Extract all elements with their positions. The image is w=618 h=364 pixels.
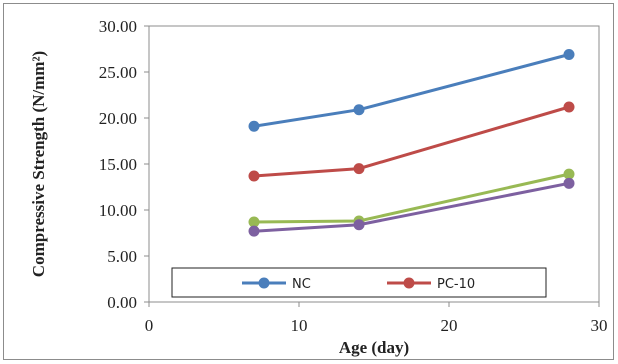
legend-label: NC [292, 277, 311, 292]
data-point [248, 120, 260, 132]
y-tick-label: 30.00 [99, 17, 137, 36]
y-tick-label: 5.00 [107, 247, 137, 266]
series-1 [248, 49, 575, 132]
line-chart: 0.00 5.00 10.00 15.00 20.00 25.00 30.00 0 10 20 3… [29, 17, 608, 357]
chart-frame: 0.00 5.00 10.00 15.00 20.00 25.00 30.00 0 10 20 3… [3, 3, 614, 360]
legend-swatch-marker [258, 277, 270, 289]
x-tick-label: 30 [591, 316, 608, 335]
series-group [248, 49, 575, 237]
y-axis-ticks: 0.00 5.00 10.00 15.00 20.00 25.00 30.00 [99, 17, 149, 312]
y-tick-label: 0.00 [107, 293, 137, 312]
legend-label: PC-10 [437, 277, 475, 292]
legend: NC PC-10 [171, 267, 547, 298]
data-point [353, 219, 365, 231]
data-point [563, 168, 575, 180]
data-point [248, 216, 260, 228]
data-point [563, 49, 575, 61]
legend-swatch-marker [403, 277, 415, 289]
data-point [563, 101, 575, 113]
y-axis-label: Compressive Strength (N/mm²) [29, 51, 48, 277]
x-axis-ticks: 0 10 20 30 [145, 302, 608, 335]
data-point [248, 225, 260, 237]
data-point [563, 177, 575, 189]
y-tick-label: 15.00 [99, 155, 137, 174]
y-tick-label: 10.00 [99, 201, 137, 220]
x-tick-label: 10 [291, 316, 308, 335]
data-point [353, 104, 365, 116]
x-axis-label: Age (day) [339, 338, 409, 357]
x-tick-label: 0 [145, 316, 154, 335]
legend-box [171, 267, 547, 298]
x-tick-label: 20 [441, 316, 458, 335]
data-point [353, 163, 365, 175]
series-2 [248, 101, 575, 182]
y-tick-label: 25.00 [99, 63, 137, 82]
series-4 [248, 177, 575, 237]
data-point [248, 170, 260, 182]
y-tick-label: 20.00 [99, 109, 137, 128]
